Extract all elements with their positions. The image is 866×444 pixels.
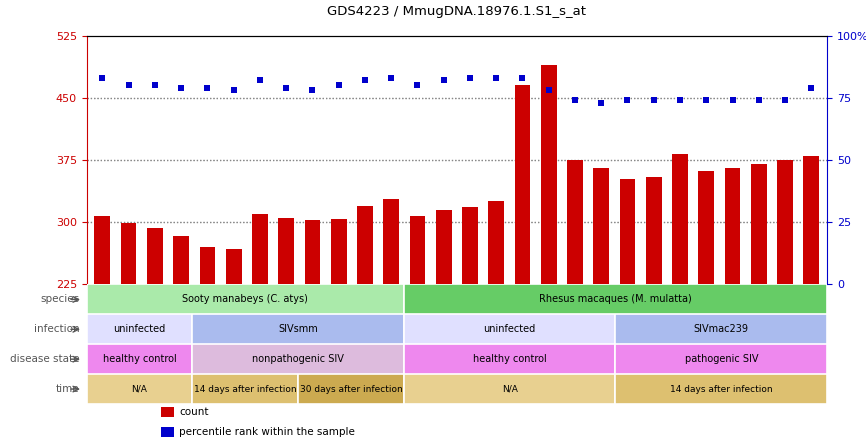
Text: Rhesus macaques (M. mulatta): Rhesus macaques (M. mulatta) xyxy=(540,294,692,305)
Point xyxy=(700,97,714,104)
Bar xyxy=(436,210,451,444)
Bar xyxy=(777,160,793,444)
Bar xyxy=(646,177,662,444)
Text: 14 days after infection: 14 days after infection xyxy=(194,385,296,393)
Bar xyxy=(410,216,425,444)
Text: uninfected: uninfected xyxy=(483,324,536,334)
Bar xyxy=(593,168,609,444)
Text: Sooty manabeys (C. atys): Sooty manabeys (C. atys) xyxy=(183,294,308,305)
Bar xyxy=(488,202,504,444)
Point xyxy=(148,82,162,89)
Bar xyxy=(698,171,714,444)
Bar xyxy=(616,314,827,344)
Point xyxy=(306,87,320,94)
Point xyxy=(253,77,267,84)
Bar xyxy=(404,374,616,404)
Bar xyxy=(94,216,110,444)
Text: pathogenic SIV: pathogenic SIV xyxy=(684,354,758,364)
Bar xyxy=(404,344,616,374)
Bar xyxy=(462,207,478,444)
Text: GDS4223 / MmugDNA.18976.1.S1_s_at: GDS4223 / MmugDNA.18976.1.S1_s_at xyxy=(327,5,586,18)
Bar xyxy=(278,218,294,444)
Point xyxy=(752,97,766,104)
Point xyxy=(542,87,556,94)
Bar xyxy=(672,154,688,444)
Text: healthy control: healthy control xyxy=(102,354,177,364)
Bar xyxy=(87,374,192,404)
Text: count: count xyxy=(179,407,209,417)
Bar xyxy=(226,249,242,444)
Point xyxy=(332,82,346,89)
Text: infection: infection xyxy=(34,324,79,334)
Bar xyxy=(616,344,827,374)
Point xyxy=(174,84,188,91)
Bar xyxy=(147,228,163,444)
Bar xyxy=(541,64,557,444)
Point xyxy=(410,82,424,89)
Bar xyxy=(199,247,216,444)
Text: SIVmac239: SIVmac239 xyxy=(694,324,749,334)
Point xyxy=(515,74,529,81)
Point xyxy=(778,97,792,104)
Bar xyxy=(87,285,404,314)
Bar xyxy=(252,214,268,444)
Point xyxy=(227,87,241,94)
Bar xyxy=(514,85,530,444)
Text: uninfected: uninfected xyxy=(113,324,165,334)
Bar xyxy=(192,314,404,344)
Text: N/A: N/A xyxy=(132,385,147,393)
Bar xyxy=(404,285,827,314)
Point xyxy=(122,82,136,89)
Bar xyxy=(384,199,399,444)
Point xyxy=(95,74,109,81)
Bar xyxy=(331,219,346,444)
Bar xyxy=(616,374,827,404)
Point xyxy=(463,74,477,81)
Bar xyxy=(120,223,137,444)
Text: 14 days after infection: 14 days after infection xyxy=(670,385,772,393)
Point xyxy=(279,84,293,91)
Point xyxy=(385,74,398,81)
Point xyxy=(621,97,635,104)
Text: 30 days after infection: 30 days after infection xyxy=(300,385,403,393)
Point xyxy=(200,84,214,91)
Text: disease state: disease state xyxy=(10,354,79,364)
Text: N/A: N/A xyxy=(501,385,518,393)
Text: SIVsmm: SIVsmm xyxy=(278,324,318,334)
Bar xyxy=(619,179,636,444)
Bar xyxy=(567,160,583,444)
Point xyxy=(805,84,818,91)
Text: healthy control: healthy control xyxy=(473,354,546,364)
Bar xyxy=(751,164,766,444)
Point xyxy=(568,97,582,104)
Point xyxy=(594,99,608,106)
Point xyxy=(673,97,687,104)
Bar xyxy=(87,314,192,344)
Text: time: time xyxy=(55,384,79,394)
Text: nonpathogenic SIV: nonpathogenic SIV xyxy=(252,354,344,364)
Bar xyxy=(161,427,174,437)
Point xyxy=(489,74,503,81)
Bar xyxy=(161,407,174,417)
Bar xyxy=(725,168,740,444)
Bar xyxy=(298,374,404,404)
Bar xyxy=(173,236,189,444)
Point xyxy=(436,77,450,84)
Text: species: species xyxy=(40,294,79,305)
Point xyxy=(358,77,372,84)
Point xyxy=(726,97,740,104)
Bar xyxy=(87,344,192,374)
Bar xyxy=(357,206,372,444)
Point xyxy=(647,97,661,104)
Bar xyxy=(305,220,320,444)
Bar xyxy=(804,156,819,444)
Bar xyxy=(404,314,616,344)
Text: percentile rank within the sample: percentile rank within the sample xyxy=(179,427,355,437)
Bar xyxy=(192,374,298,404)
Bar xyxy=(192,344,404,374)
